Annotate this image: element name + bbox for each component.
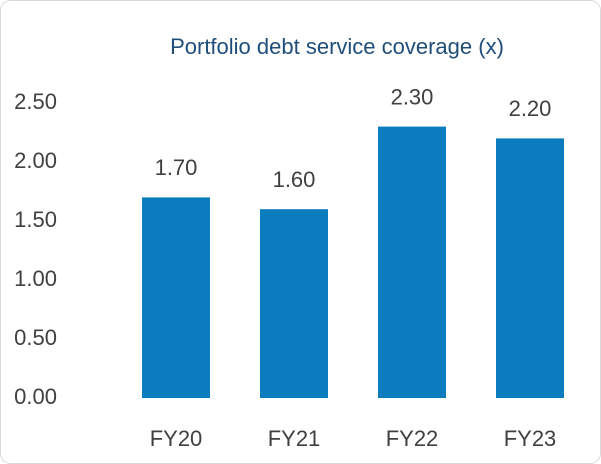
y-tick-label: 0.00 <box>14 384 57 409</box>
y-tick-label: 1.50 <box>14 207 57 232</box>
bar <box>142 197 210 398</box>
x-tick-label: FY21 <box>268 426 321 451</box>
x-tick-label: FY22 <box>386 426 439 451</box>
data-label: 1.70 <box>155 155 198 180</box>
x-tick-label: FY20 <box>150 426 203 451</box>
y-tick-label: 1.00 <box>14 266 57 291</box>
bar <box>378 126 446 398</box>
y-tick-label: 0.50 <box>14 325 57 350</box>
data-label: 2.20 <box>509 96 552 121</box>
chart-title: Portfolio debt service coverage (x) <box>170 34 504 59</box>
data-label: 1.60 <box>273 167 316 192</box>
bar <box>260 209 328 398</box>
x-tick-label: FY23 <box>504 426 557 451</box>
bar <box>496 138 564 398</box>
data-label: 2.30 <box>391 84 434 109</box>
y-tick-label: 2.50 <box>14 89 57 114</box>
y-tick-label: 2.00 <box>14 148 57 173</box>
